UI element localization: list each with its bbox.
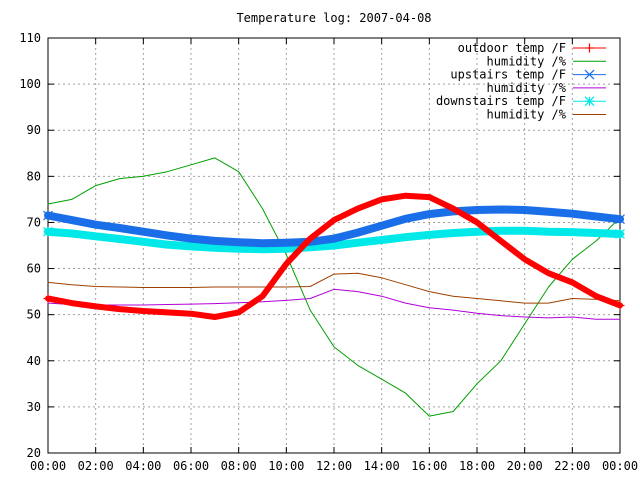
data-point: [615, 229, 625, 239]
marker-stroke: [43, 226, 53, 237]
y-axis: 20 30 40 50 60 70 80 90 100 110: [19, 31, 620, 460]
x-tick-label: 06:00: [173, 459, 209, 473]
y-tick-label: 50: [27, 308, 41, 322]
x-tick-label: 14:00: [364, 459, 400, 473]
series-line: [47, 157, 621, 417]
series-line: [47, 272, 621, 304]
x-tick-label: 02:00: [78, 459, 114, 473]
series-line: [47, 288, 621, 320]
marker-stroke: [615, 214, 625, 225]
x-tick-label: 20:00: [507, 459, 543, 473]
legend-label: humidity /%: [487, 108, 567, 122]
data-point: [615, 214, 625, 225]
data-point: [43, 226, 53, 237]
series-line: [44, 205, 624, 248]
legend-entry: humidity /%: [487, 54, 606, 68]
marker-stroke: [584, 69, 595, 80]
y-tick-label: 30: [27, 400, 41, 414]
marker-stroke: [615, 229, 625, 239]
legend-label: upstairs temp /F: [450, 68, 566, 82]
y-tick-label: 60: [27, 262, 41, 276]
x-tick-label: 10:00: [268, 459, 304, 473]
x-axis: 00:00 02:00 04:00 06:00 08:00 10:00 12:00 14:00…: [30, 38, 638, 473]
y-tick-label: 80: [27, 169, 41, 183]
series-layer: [43, 157, 625, 417]
x-tick-label: 16:00: [411, 459, 447, 473]
marker-stroke: [584, 96, 595, 107]
legend-marker: [585, 43, 594, 53]
y-tick-label: 40: [27, 354, 41, 368]
x-tick-label: 00:00: [602, 459, 638, 473]
legend-entry: downstairs temp /F: [436, 94, 606, 108]
marker-stroke: [43, 210, 53, 221]
legend-label: humidity /%: [487, 81, 567, 95]
data-point: [615, 300, 625, 310]
y-tick-label: 90: [27, 123, 41, 137]
y-tick-label: 70: [27, 215, 41, 229]
x-tick-label: 08:00: [221, 459, 257, 473]
legend-entry: humidity /%: [487, 108, 606, 122]
chart-title: Temperature log: 2007-04-08: [236, 11, 431, 25]
x-tick-label: 18:00: [459, 459, 495, 473]
legend-label: outdoor temp /F: [458, 41, 566, 55]
x-tick-label: 04:00: [125, 459, 161, 473]
series-line: [44, 226, 624, 254]
y-tick-label: 20: [27, 446, 41, 460]
legend-label: humidity /%: [487, 54, 567, 68]
series-line: [45, 192, 623, 320]
y-tick-label: 100: [19, 77, 41, 91]
legend-entry: outdoor temp /F: [458, 41, 606, 55]
y-tick-label: 110: [19, 31, 41, 45]
legend-entry: upstairs temp /F: [450, 68, 606, 82]
legend-entry: humidity /%: [487, 81, 606, 95]
legend-marker: [584, 69, 595, 80]
x-tick-label: 00:00: [30, 459, 66, 473]
data-point: [43, 210, 53, 221]
legend-marker: [584, 96, 595, 107]
x-tick-label: 22:00: [554, 459, 590, 473]
x-tick-label: 12:00: [316, 459, 352, 473]
data-point: [43, 294, 53, 304]
legend-label: downstairs temp /F: [436, 94, 566, 108]
